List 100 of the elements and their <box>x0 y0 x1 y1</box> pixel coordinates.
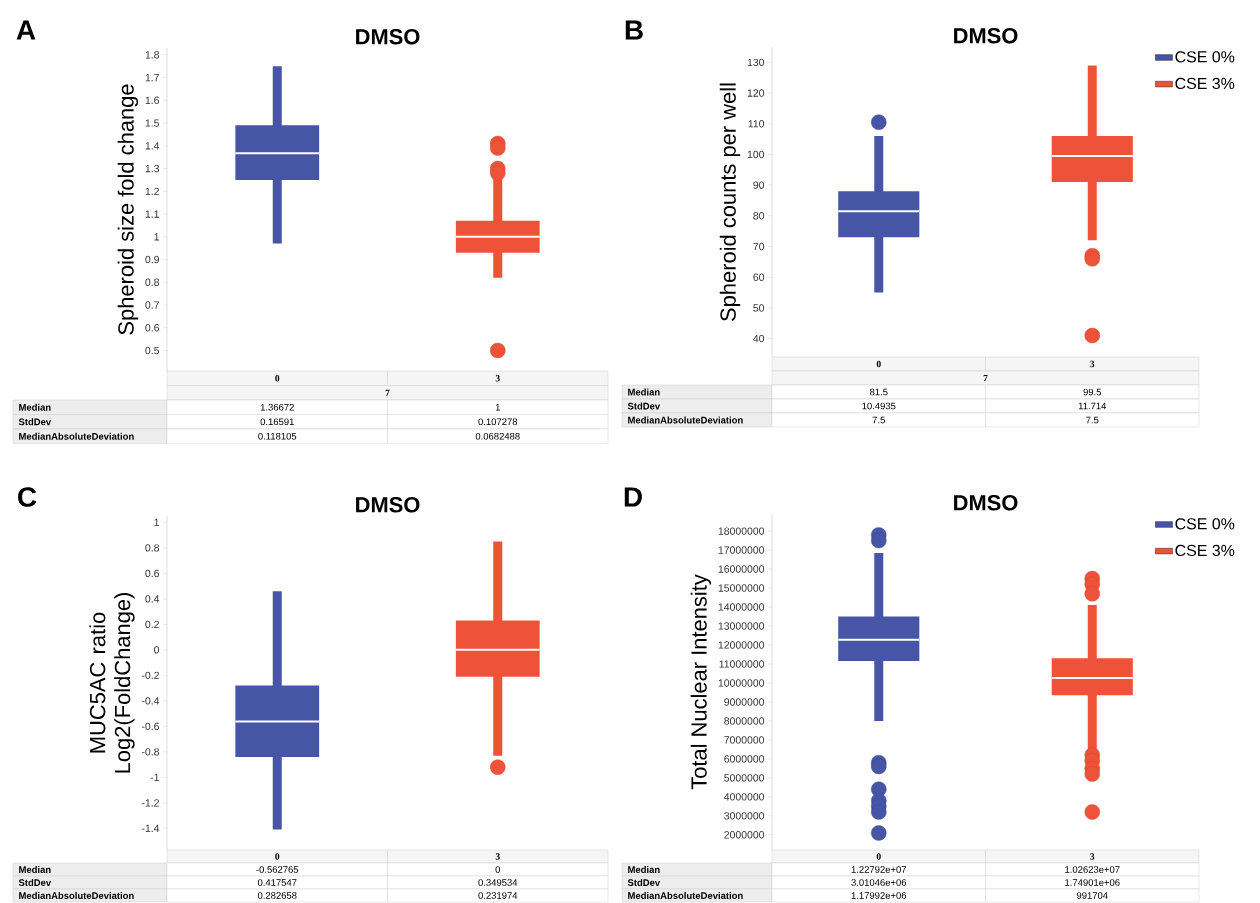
y-tick-label: -0.4 <box>141 697 160 705</box>
text: 7.5 <box>872 416 885 424</box>
y-tick-label: 12000000 <box>718 641 765 649</box>
y-tick-label: 0.4 <box>145 595 160 603</box>
x-tick-label: 0 <box>876 853 881 860</box>
text: 1 <box>495 403 500 411</box>
y-tick-label: 1.1 <box>145 210 159 218</box>
text: Median <box>19 403 51 411</box>
legend-label: CSE 0% <box>1175 518 1235 530</box>
y-tick-label: 0.5 <box>145 346 160 355</box>
legend-label: CSE 3% <box>1175 77 1235 90</box>
y-tick-label: 8000000 <box>724 717 765 725</box>
y-tick-label: 130 <box>747 58 765 67</box>
y-tick-label: -1 <box>150 773 159 781</box>
text: 1.17992e+06 <box>851 892 907 899</box>
y-tick-label: 10000000 <box>718 679 765 687</box>
x-tick-label: 3 <box>495 853 500 860</box>
text: 7.5 <box>1086 416 1099 424</box>
y-tick-label: 0.2 <box>145 620 159 629</box>
y-axis-title: Spheroid size fold change <box>117 84 139 335</box>
text: MedianAbsoluteDeviation <box>19 892 134 899</box>
y-tick-label: 100 <box>747 150 765 159</box>
legend-label: CSE 0% <box>1175 51 1235 63</box>
y-tick-label: 6000000 <box>724 755 765 763</box>
text: 1.74901e+06 <box>1065 879 1120 886</box>
text: 7 <box>983 374 988 382</box>
y-tick-label: 7000000 <box>724 736 765 744</box>
text: 0 <box>495 866 501 873</box>
text: 10.4935 <box>862 402 896 410</box>
chart-title: DMSO <box>954 494 1018 511</box>
y-tick-label: 5000000 <box>724 774 765 782</box>
y-tick-label: 1.4 <box>145 142 160 150</box>
y-tick-label: 18000000 <box>718 527 765 535</box>
chart-title: DMSO <box>356 496 420 513</box>
text: -0.562765 <box>256 866 299 873</box>
y-tick-label: 0.8 <box>145 278 160 286</box>
y-tick-label: 1.2 <box>145 187 159 195</box>
y-tick-label: 120 <box>747 89 765 97</box>
y-tick-label: 15000000 <box>718 584 765 592</box>
text: 991704 <box>1076 892 1108 899</box>
text: 0.417547 <box>257 879 297 886</box>
text: 0.118105 <box>258 432 297 440</box>
text: 0.231974 <box>478 892 518 899</box>
y-tick-label: 0.8 <box>145 544 160 552</box>
y-tick-label: 0 <box>154 646 160 654</box>
text: Median <box>628 866 660 873</box>
text: D <box>624 487 642 507</box>
text: 0.0682488 <box>475 432 520 440</box>
y-tick-label: 40 <box>753 334 765 343</box>
text: StdDev <box>18 879 52 886</box>
text: MedianAbsoluteDeviation <box>628 892 743 899</box>
text: 3.01046e+06 <box>851 879 907 886</box>
y-tick-label: 0.9 <box>145 255 159 264</box>
y-tick-label: 0.6 <box>145 324 160 332</box>
text: 11.714 <box>1078 402 1107 410</box>
text: 0.282658 <box>257 892 297 899</box>
text: StdDev <box>627 879 661 886</box>
y-tick-label: 1.7 <box>145 73 159 82</box>
chart-title: DMSO <box>356 28 420 45</box>
y-tick-label: -0.8 <box>141 748 160 756</box>
y-tick-label: -1.2 <box>141 799 159 807</box>
y-tick-label: 1.8 <box>145 51 160 59</box>
text: 1.02623e+07 <box>1065 866 1120 873</box>
y-tick-label: 90 <box>753 181 765 189</box>
y-tick-label: 70 <box>753 242 765 251</box>
x-tick-label: 3 <box>1090 853 1095 860</box>
y-tick-label: 50 <box>753 304 765 312</box>
text: 0.349534 <box>478 879 518 886</box>
y-tick-label: -0.2 <box>141 671 159 680</box>
text: 0.107278 <box>478 418 518 426</box>
text: StdDev <box>627 402 661 410</box>
y-tick-label: 1.5 <box>145 119 160 127</box>
y-tick-label: 17000000 <box>718 546 765 554</box>
chart-title: DMSO <box>954 27 1018 44</box>
x-tick-label: 3 <box>495 375 500 382</box>
text: 99.5 <box>1083 388 1102 396</box>
text: A <box>16 20 36 40</box>
text: StdDev <box>18 418 52 426</box>
y-tick-label: 4000000 <box>724 793 765 801</box>
text: Median <box>19 866 51 873</box>
y-tick-label: 16000000 <box>718 565 765 573</box>
y-tick-label: 13000000 <box>718 622 765 630</box>
y-tick-label: 1 <box>154 518 159 526</box>
text: B <box>625 20 643 40</box>
text: 0.16591 <box>260 418 294 426</box>
x-tick-label: 3 <box>1090 360 1095 368</box>
y-tick-label: 2000000 <box>724 831 765 839</box>
y-tick-label: 0.7 <box>145 301 159 309</box>
x-tick-label: 0 <box>275 853 280 860</box>
legend-label: CSE 3% <box>1175 544 1235 557</box>
y-tick-label: 0.6 <box>145 569 160 578</box>
text: 81.5 <box>869 388 888 396</box>
y-tick-label: 1.3 <box>145 164 160 173</box>
y-tick-label: -1.4 <box>141 824 160 832</box>
y-axis-title: Total Nuclear Intensity <box>690 574 712 790</box>
y-tick-label: 80 <box>753 212 765 220</box>
y-tick-label: 1.6 <box>145 96 160 105</box>
y-tick-label: 14000000 <box>718 603 765 611</box>
y-tick-label: 110 <box>748 120 765 128</box>
text: MedianAbsoluteDeviation <box>19 432 134 440</box>
